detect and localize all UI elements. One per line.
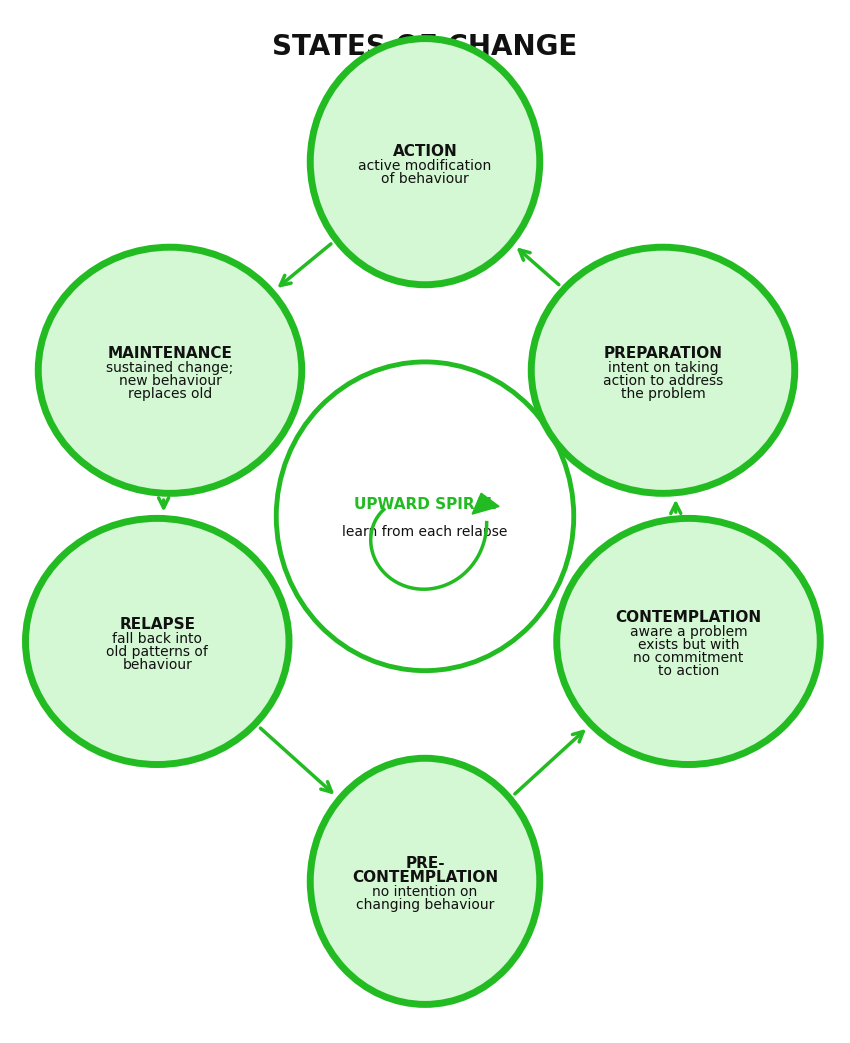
- Ellipse shape: [310, 39, 540, 285]
- Text: MAINTENANCE: MAINTENANCE: [108, 346, 232, 361]
- Text: learn from each relapse: learn from each relapse: [343, 526, 507, 539]
- Text: new behaviour: new behaviour: [118, 373, 222, 388]
- Text: action to address: action to address: [603, 373, 723, 388]
- Text: old patterns of: old patterns of: [106, 645, 208, 659]
- Polygon shape: [472, 493, 499, 514]
- Text: intent on taking: intent on taking: [608, 361, 718, 374]
- Ellipse shape: [38, 247, 302, 493]
- Text: ACTION: ACTION: [393, 144, 457, 159]
- Text: sustained change;: sustained change;: [106, 361, 234, 374]
- Text: PREPARATION: PREPARATION: [604, 346, 722, 361]
- Text: UPWARD SPIRAL: UPWARD SPIRAL: [354, 496, 496, 512]
- Text: STATES OF CHANGE: STATES OF CHANGE: [272, 33, 578, 60]
- Text: RELAPSE: RELAPSE: [119, 617, 196, 632]
- Text: CONTEMPLATION: CONTEMPLATION: [352, 870, 498, 886]
- Text: PRE-: PRE-: [405, 856, 445, 871]
- Ellipse shape: [557, 518, 820, 765]
- Ellipse shape: [310, 758, 540, 1004]
- Text: fall back into: fall back into: [112, 632, 202, 646]
- Text: exists but with: exists but with: [638, 638, 740, 653]
- Text: replaces old: replaces old: [128, 387, 212, 401]
- Text: no intention on: no intention on: [372, 886, 478, 899]
- Ellipse shape: [26, 518, 289, 765]
- Text: active modification: active modification: [359, 159, 491, 173]
- Ellipse shape: [276, 362, 574, 671]
- Text: of behaviour: of behaviour: [381, 172, 469, 186]
- Text: the problem: the problem: [620, 387, 706, 401]
- Ellipse shape: [531, 247, 795, 493]
- Text: no commitment: no commitment: [633, 652, 744, 665]
- Text: aware a problem: aware a problem: [630, 626, 747, 639]
- Text: behaviour: behaviour: [122, 658, 192, 672]
- Text: to action: to action: [658, 664, 719, 678]
- Text: changing behaviour: changing behaviour: [356, 898, 494, 913]
- Text: CONTEMPLATION: CONTEMPLATION: [615, 610, 762, 626]
